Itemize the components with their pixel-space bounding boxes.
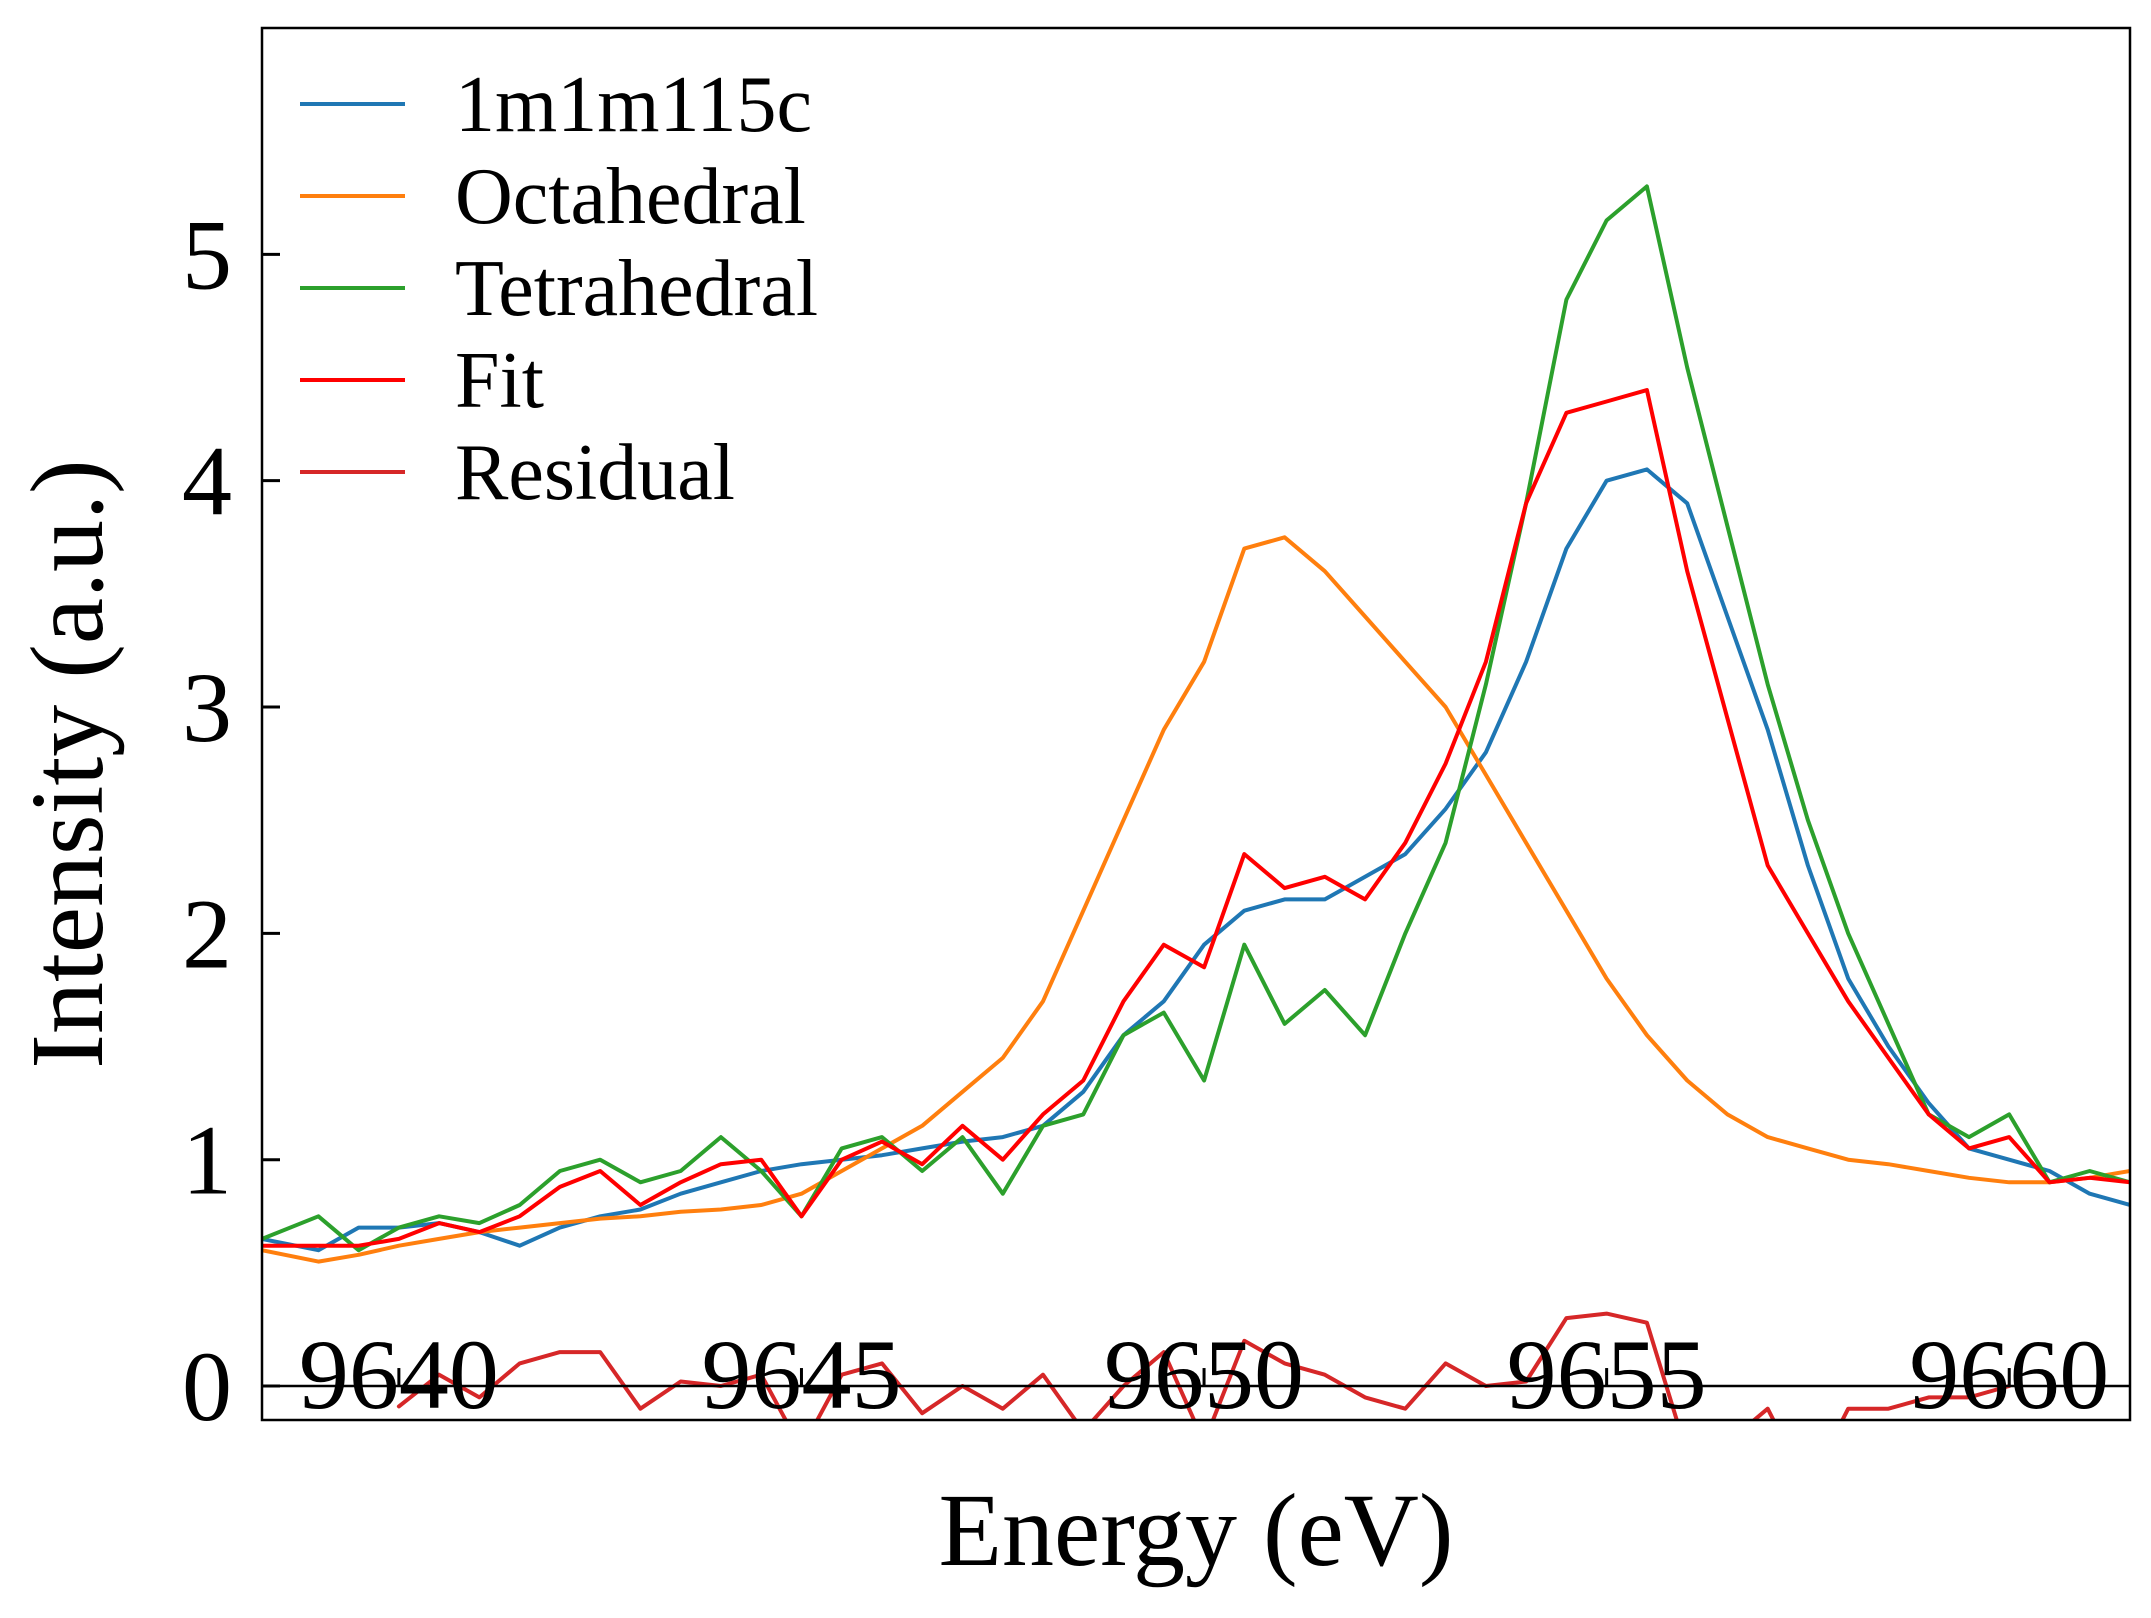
x-tick-label: 9660 bbox=[1909, 1319, 2109, 1430]
legend-label: 1m1m115c bbox=[455, 61, 812, 149]
series-line-fit bbox=[262, 388, 2130, 1248]
legend-label: Tetrahedral bbox=[455, 245, 818, 333]
series-line-tetrahedral bbox=[262, 184, 2130, 1253]
plot-area bbox=[262, 184, 2130, 1420]
y-tick-label: 3 bbox=[182, 652, 232, 763]
axis-ticks: 0 1 2 3 4 5 9640 9645 9650 9655 9660 bbox=[182, 199, 2130, 1442]
plot-frame bbox=[260, 26, 2132, 1422]
y-tick-label: 2 bbox=[182, 878, 232, 989]
x-tick-label: 9645 bbox=[701, 1319, 901, 1430]
y-axis-label: Intensity (a.u.) bbox=[10, 459, 125, 1068]
y-tick-label: 1 bbox=[182, 1105, 232, 1216]
series-line-octahedral bbox=[262, 535, 2130, 1264]
legend-label: Octahedral bbox=[455, 153, 806, 241]
x-axis-label: Energy (eV) bbox=[939, 1473, 1454, 1588]
y-tick-label: 5 bbox=[182, 199, 232, 310]
x-tick-label: 9655 bbox=[1507, 1319, 1707, 1430]
y-tick-label: 4 bbox=[182, 426, 232, 537]
x-tick-label: 9650 bbox=[1104, 1319, 1304, 1430]
series-line-residual bbox=[396, 1311, 2012, 1420]
x-tick-label: 9640 bbox=[299, 1319, 499, 1430]
y-tick-label: 0 bbox=[182, 1331, 232, 1442]
legend-label: Fit bbox=[455, 337, 544, 425]
legend-label: Residual bbox=[455, 429, 735, 517]
